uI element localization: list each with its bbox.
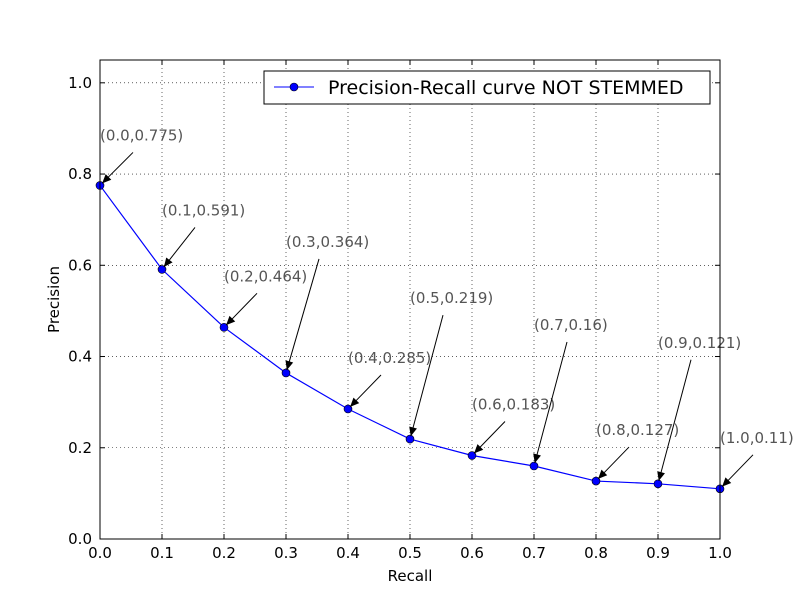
annotation-label: (0.0,0.775) [100,126,183,144]
annotation-arrowhead [657,471,665,481]
x-tick-label: 0.0 [88,544,112,562]
axis-ticks: 0.0 0.1 0.2 0.3 0.4 0.5 0.6 0.7 0.8 0.9 1.0 0.0 0.2 0… [68,60,732,562]
annotation-arrowhead [474,444,484,454]
annotation-label: (0.6,0.183) [472,396,555,414]
x-tick-label: 0.4 [336,544,360,562]
data-point [281,368,291,378]
annotation-arrowhead [598,469,608,479]
annotation-label: (0.2,0.464) [224,267,307,285]
legend-box [263,70,711,105]
y-tick-label: 0.8 [68,165,92,183]
y-tick-label: 0.6 [68,256,92,274]
x-tick-label: 0.8 [584,544,608,562]
y-tick-label: 0.0 [68,530,92,548]
series-layer [95,181,725,494]
annotation-arrow [534,341,568,464]
legend-marker [289,82,299,92]
data-point [467,451,477,460]
data-point [591,476,601,486]
y-tick-label: 0.4 [68,348,92,366]
annotation-arrowhead [722,477,732,487]
annotation-label: (0.1,0.591) [162,201,245,219]
y-tick-label: 0.2 [68,439,92,457]
x-tick-label: 0.3 [274,544,298,562]
x-tick-label: 0.1 [150,544,174,562]
annotation-label: (0.8,0.127) [596,421,679,439]
annotation-arrowhead [102,174,112,184]
annotations: (0.0,0.775) (0.1,0.591) (0.2,0.464) (0.3,0.… [100,126,794,488]
annotation-arrow [410,314,444,437]
annotation-label: (0.3,0.364) [286,233,369,251]
annotation-arrowhead [533,453,541,464]
data-point [653,479,663,489]
legend: Precision-Recall curve NOT STEMMED [263,70,711,105]
x-tick-label: 0.5 [398,544,422,562]
x-tick-label: 0.6 [460,544,484,562]
x-tick-label: 0.9 [646,544,670,562]
annotation-arrowhead [409,426,417,437]
annotation-label: (1.0,0.11) [720,429,794,447]
data-point [157,265,167,274]
legend-entry: Precision-Recall curve NOT STEMMED [328,77,684,99]
annotation-arrowhead [163,257,173,268]
annotation-label: (0.5,0.219) [410,289,493,307]
x-tick-label: 1.0 [708,544,732,562]
annotation-label: (0.9,0.121) [658,334,741,352]
annotation-arrowhead [285,360,294,371]
data-point [219,323,229,332]
data-point [529,461,539,471]
x-tick-label: 0.2 [212,544,236,562]
data-point [405,434,415,444]
annotation-arrowhead [350,397,360,407]
y-axis-label: Precision [45,266,63,333]
annotation-arrowhead [226,315,236,326]
annotation-arrow [286,258,320,371]
data-point [343,404,353,414]
x-axis-label: Recall [388,567,433,585]
annotation-label: (0.7,0.16) [534,316,608,334]
y-tick-label: 1.0 [68,74,92,92]
annotation-label: (0.4,0.285) [348,349,431,367]
annotation-arrow [658,359,692,482]
x-tick-label: 0.7 [522,544,546,562]
